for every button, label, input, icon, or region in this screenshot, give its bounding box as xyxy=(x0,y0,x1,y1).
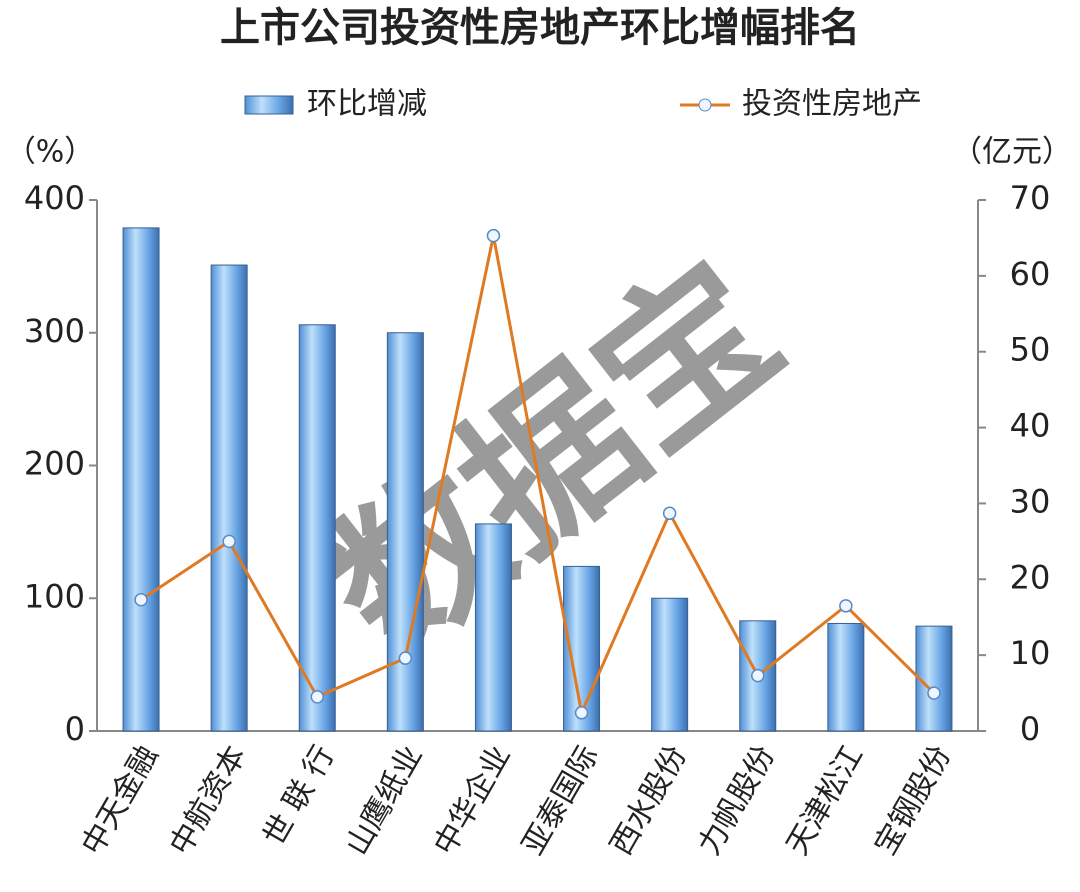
bar xyxy=(474,523,512,732)
y2-tick-label: 70 xyxy=(1010,179,1051,217)
point xyxy=(574,706,589,720)
y-tick-label: 200 xyxy=(24,445,85,483)
x-tick-label: 中天金融 xyxy=(75,740,165,861)
legend-label: 投资性房地产 xyxy=(742,87,922,122)
bar xyxy=(298,324,336,732)
bar xyxy=(386,332,424,732)
y2-tick-label: 10 xyxy=(1010,634,1051,672)
y-tick-label: 100 xyxy=(24,577,85,615)
legend-swatch xyxy=(244,95,294,115)
x-tick-label: 天津松江 xyxy=(780,740,870,861)
point xyxy=(222,534,236,549)
bar xyxy=(651,597,689,732)
x-tick-label: 力帆股份 xyxy=(692,740,782,861)
y2-tick-label: 20 xyxy=(1010,558,1051,596)
y2-tick-label: 50 xyxy=(1010,331,1051,369)
y2-unit: （亿元） xyxy=(952,135,1072,170)
point xyxy=(486,228,501,243)
point xyxy=(134,593,148,607)
point xyxy=(310,690,324,704)
point xyxy=(662,506,677,521)
chart-title: 上市公司投资性房地产环比增幅排名 xyxy=(220,5,860,51)
y-unit: （%） xyxy=(6,135,95,170)
y2-tick-label: 60 xyxy=(1010,255,1051,293)
y2-tick-label: 0 xyxy=(1020,710,1040,748)
x-tick-label: 山鹰纸业 xyxy=(339,740,429,861)
x-tick-label: 中华企业 xyxy=(427,740,517,861)
x-tick-label: 亚泰国际 xyxy=(516,740,606,861)
legend-label: 环比增减 xyxy=(307,87,427,122)
point xyxy=(751,668,765,683)
x-tick-label: 世 联 行 xyxy=(257,740,342,852)
point xyxy=(839,599,853,613)
legend-swatch xyxy=(698,98,712,112)
watermark: 数据宝 xyxy=(291,226,815,696)
line xyxy=(140,235,936,718)
bar xyxy=(122,227,160,732)
bar xyxy=(915,625,953,732)
y-tick-label: 400 xyxy=(24,179,85,217)
x-tick-label: 宝钢股份 xyxy=(868,740,958,861)
bar xyxy=(210,264,248,732)
y2-tick-label: 30 xyxy=(1010,482,1051,520)
y-tick-label: 300 xyxy=(24,312,85,350)
y2-tick-label: 40 xyxy=(1010,407,1051,445)
point xyxy=(927,686,941,700)
x-tick-label: 西水股份 xyxy=(604,740,694,861)
y-tick-label: 0 xyxy=(65,710,85,748)
point xyxy=(398,651,413,665)
x-tick-label: 中航资本 xyxy=(163,740,253,861)
bar xyxy=(827,622,865,732)
